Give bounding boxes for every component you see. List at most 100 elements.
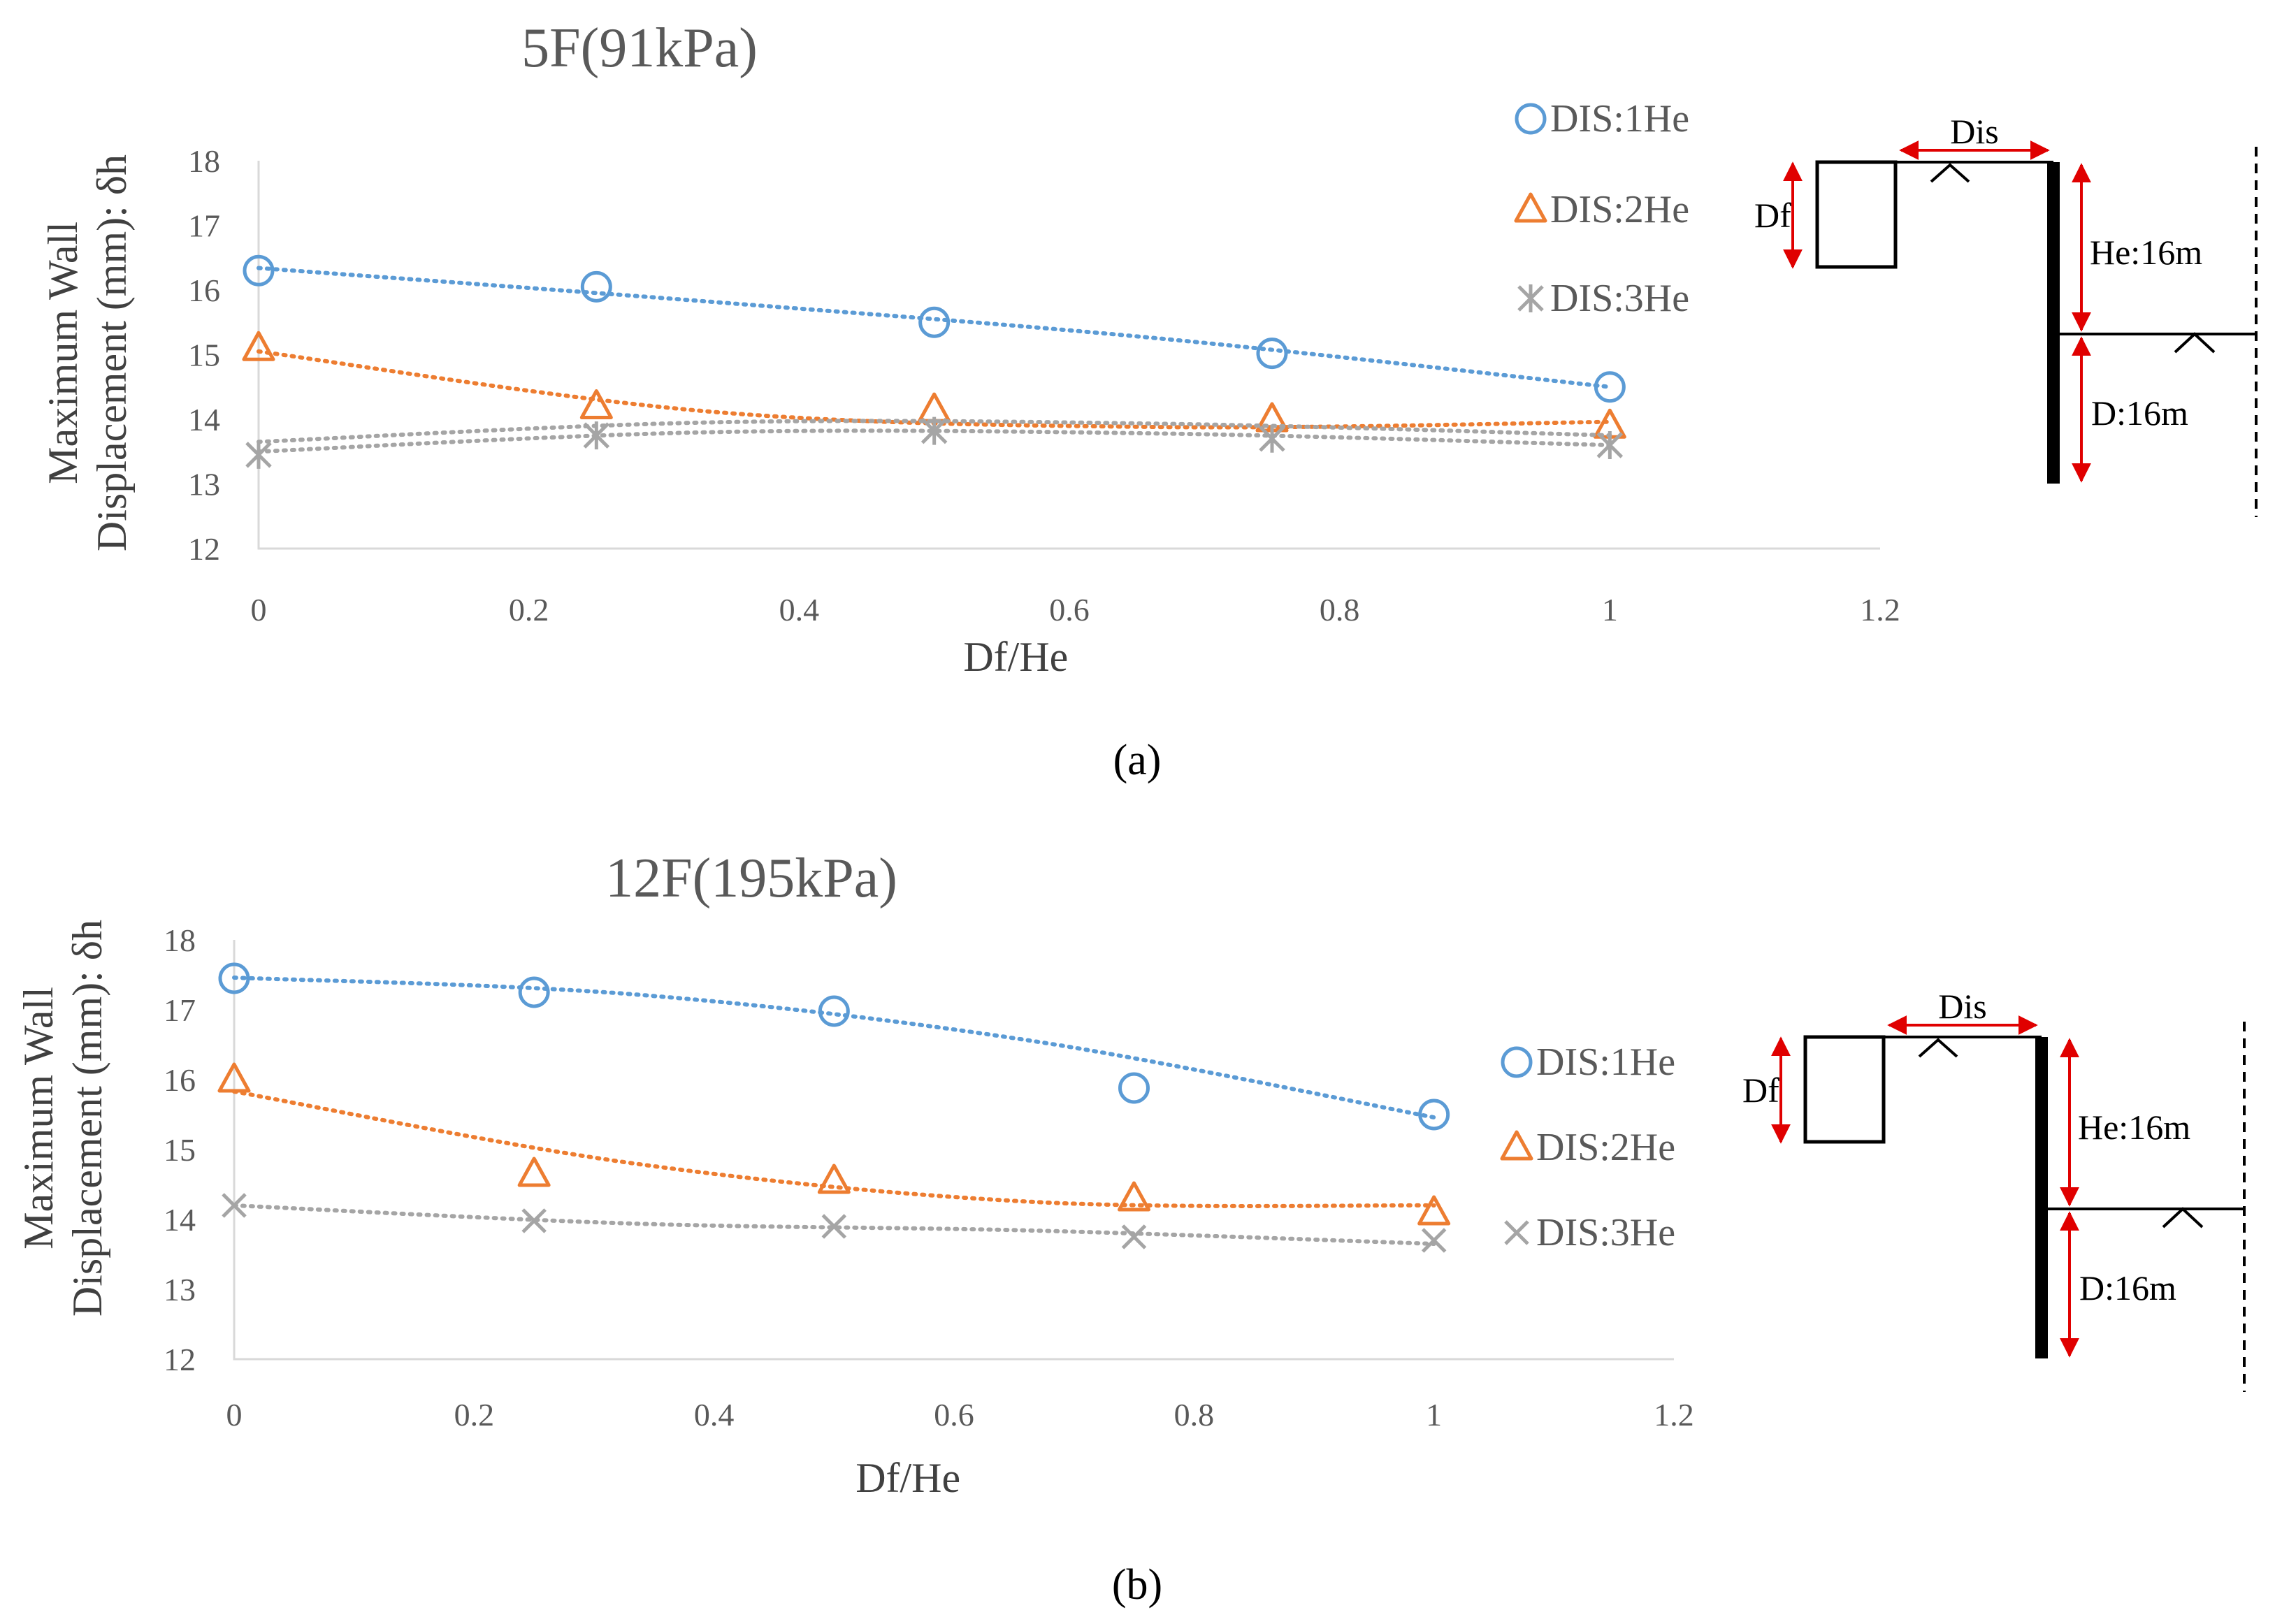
x-tick-label: 0.8 (1320, 592, 1360, 628)
legend-marker (1517, 284, 1544, 312)
x-tick-label: 0.8 (1174, 1397, 1215, 1433)
chart-title: 5F(91kPa) (521, 17, 758, 79)
x-tick-label: 0.6 (1049, 592, 1090, 628)
chart-panels: 0 0.2 0.4 0.6 0.8 1 1.2 12 13 14 15 16 17 18 5F(91kPa)… (15, 17, 2258, 1501)
data-point (518, 976, 550, 1008)
legend-marker (1501, 1046, 1533, 1078)
x-tick-label: 0.6 (934, 1397, 974, 1433)
data-point (817, 1163, 851, 1194)
legend-label: DIS:3He (1536, 1211, 1675, 1254)
legend-entry-1: DIS:1He (1501, 1041, 1675, 1084)
legend-entry-3: DIS:3He (1517, 277, 1689, 320)
data-point (818, 995, 850, 1027)
legend-entry-3: DIS:3He (1504, 1211, 1675, 1254)
legend-marker (1500, 1130, 1533, 1161)
series-3 (245, 416, 1624, 469)
df-label: Df (1742, 1071, 1779, 1110)
data-point (1118, 1181, 1150, 1212)
x-axis-label: Df/He (963, 634, 1068, 680)
y-tick-label: 16 (188, 273, 220, 308)
dis-label: Dis (1938, 987, 1986, 1026)
data-point (218, 962, 250, 994)
data-point (1421, 1228, 1447, 1253)
data-point (1118, 1072, 1150, 1104)
subfigure-label-a: (a) (1113, 737, 1162, 784)
data-point (920, 416, 948, 445)
data-point (1259, 424, 1285, 453)
data-point (918, 392, 951, 423)
y-tick-label: 12 (188, 531, 220, 567)
trendline (257, 266, 1612, 389)
x-tick-label: 1.2 (1654, 1397, 1694, 1433)
d-label: D:16m (2079, 1268, 2176, 1307)
y-tick-label: 14 (164, 1202, 196, 1238)
chart-2: 0 0.2 0.4 0.6 0.8 1 1.2 12 13 14 15 16 17 18 12F(195kP… (15, 848, 2246, 1501)
y-tick-label: 16 (164, 1062, 196, 1098)
axes (257, 161, 1880, 550)
y-tick-label: 17 (188, 208, 220, 244)
y-tick-label: 12 (164, 1342, 196, 1377)
axes (233, 940, 1674, 1361)
y-axis-label-line1: Maximum Wall (40, 222, 86, 484)
data-point (579, 389, 613, 419)
df-label: Df (1754, 196, 1791, 235)
y-tick-label: 15 (188, 338, 220, 373)
subfigure-label-b: (b) (1112, 1561, 1162, 1609)
d-label: D:16m (2091, 393, 2188, 433)
legend-marker (1515, 103, 1547, 135)
x-tick-label: 0 (226, 1397, 243, 1433)
series-3 (222, 1193, 1447, 1253)
dis-label: Dis (1950, 112, 1998, 151)
trendline (232, 976, 1436, 1119)
he-label: He:16m (2078, 1108, 2190, 1147)
y-tick-label: 15 (164, 1132, 196, 1168)
excavation-diagram: Dis Df He:16m D:16m (1754, 112, 2258, 517)
chart-title: 12F(195kPa) (605, 848, 897, 909)
data-point (1121, 1224, 1147, 1249)
data-point (245, 440, 272, 469)
data-point (821, 1214, 847, 1239)
chart-1: 0 0.2 0.4 0.6 0.8 1 1.2 12 13 14 15 16 17 18 5F(91kPa)… (40, 17, 2258, 680)
ground-symbol (1930, 163, 1970, 183)
data-point (1418, 1099, 1450, 1131)
footing (1815, 160, 1898, 269)
data-point (517, 1157, 551, 1187)
data-point (1417, 1195, 1451, 1226)
y-tick-label: 14 (188, 402, 220, 437)
legend-label: DIS:1He (1536, 1041, 1675, 1084)
legend-entry-2: DIS:2He (1500, 1126, 1675, 1169)
data-point (1256, 338, 1288, 370)
series-1 (218, 962, 1450, 1131)
legend-label: DIS:2He (1550, 188, 1689, 231)
legend-marker (1514, 192, 1547, 223)
data-point (1594, 371, 1626, 403)
data-point (521, 1208, 547, 1233)
legend-marker (1504, 1220, 1529, 1245)
footing (1803, 1035, 1886, 1144)
data-point (918, 306, 951, 338)
data-point (1596, 431, 1624, 459)
y-tick-label: 18 (164, 922, 196, 958)
x-tick-label: 1.2 (1860, 592, 1900, 628)
excavation-symbol (2162, 1207, 2204, 1228)
y-tick-label: 18 (188, 143, 220, 179)
legend-label: DIS:3He (1550, 277, 1689, 320)
series-2 (217, 1062, 1451, 1226)
excavation-symbol (2174, 332, 2216, 354)
series-1 (243, 254, 1626, 403)
y-tick-label: 13 (164, 1272, 196, 1307)
y-axis-label-line2: Displacement (mm): δh (89, 154, 135, 551)
trendline (232, 1089, 1436, 1208)
x-tick-label: 0.4 (779, 592, 820, 628)
x-tick-label: 0.2 (454, 1397, 495, 1433)
x-axis-label: Df/He (855, 1455, 960, 1501)
y-axis-label-line1: Maximum Wall (15, 987, 62, 1249)
legend-entry-1: DIS:1He (1515, 97, 1689, 140)
x-tick-label: 0.4 (694, 1397, 735, 1433)
data-point (242, 331, 275, 361)
x-tick-label: 1 (1602, 592, 1618, 628)
excavation-diagram: Dis Df He:16m D:16m (1742, 987, 2246, 1392)
x-tick-label: 0.2 (509, 592, 549, 628)
ground-symbol (1918, 1038, 1958, 1058)
legend-entry-2: DIS:2He (1514, 188, 1689, 231)
